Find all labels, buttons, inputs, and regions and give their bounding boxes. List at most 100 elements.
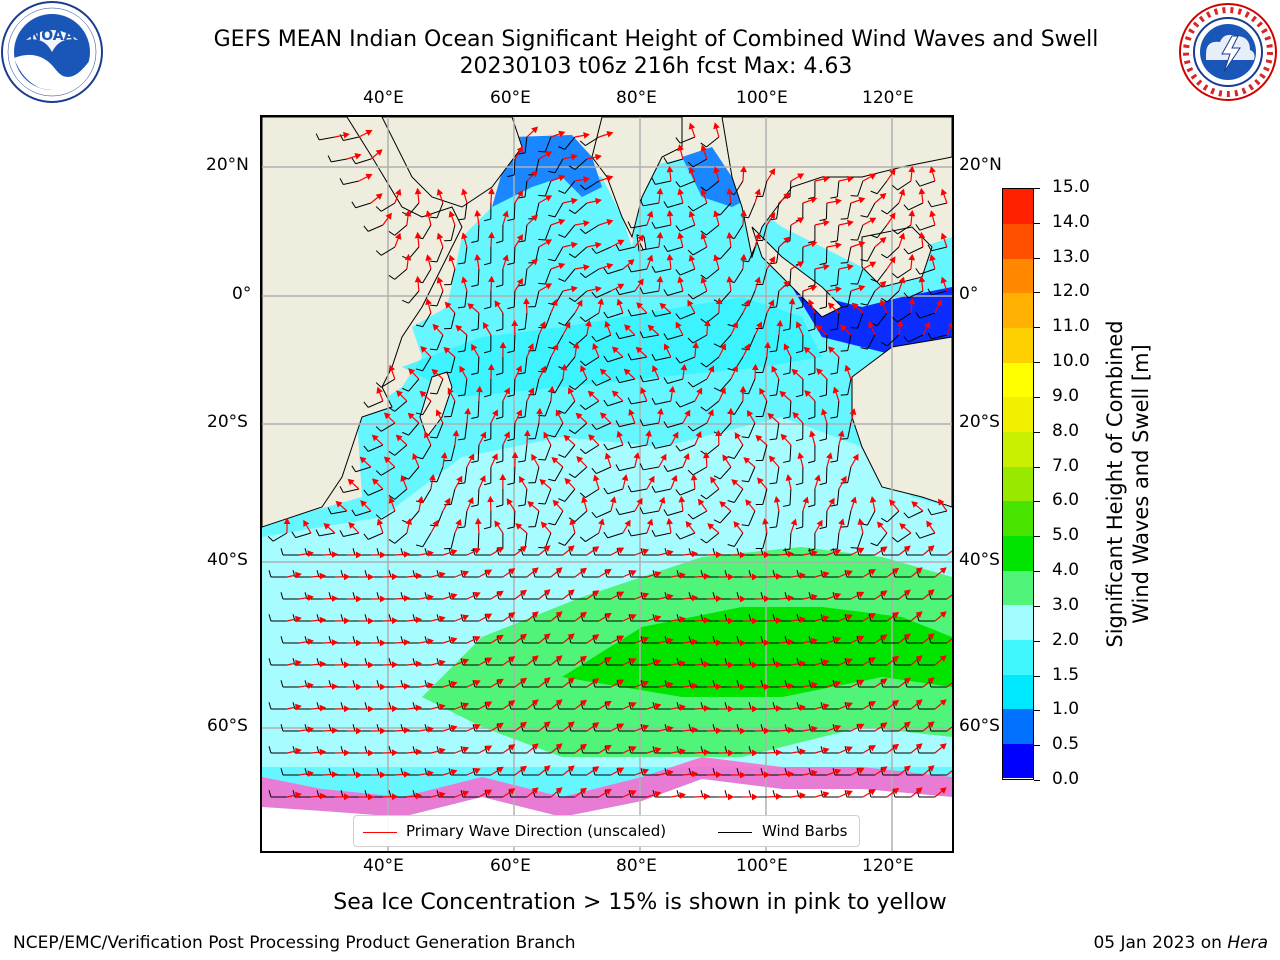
- wave-direction-arrowhead: [908, 253, 916, 261]
- wave-direction-arrowhead: [680, 363, 688, 371]
- wind-barb: [836, 444, 840, 461]
- wind-barb: [692, 378, 708, 388]
- wind-barb-flag: [579, 492, 586, 498]
- wind-barb: [886, 510, 900, 523]
- wind-barb: [692, 202, 708, 212]
- wind-barb-flag: [915, 532, 921, 539]
- wind-barb: [719, 334, 732, 348]
- wind-barb-flag: [664, 680, 668, 688]
- wind-barb-flag: [903, 248, 909, 255]
- wind-barb-flag: [507, 482, 515, 486]
- wind-barb-flag: [663, 289, 668, 296]
- wind-barb-flag: [375, 426, 382, 432]
- wave-direction-arrowhead: [531, 453, 538, 461]
- wave-direction-arrowhead: [939, 787, 947, 794]
- wind-barb: [762, 488, 768, 505]
- wind-barb-flag: [830, 416, 838, 419]
- wind-barb-flag: [508, 790, 512, 798]
- wind-barb-flag: [664, 548, 668, 556]
- wind-barb-flag: [388, 658, 392, 666]
- wind-barb-flag: [675, 445, 681, 452]
- colorbar-band: [1003, 396, 1033, 433]
- wind-barb-flag: [568, 473, 576, 479]
- wind-barb: [534, 422, 540, 439]
- wave-direction-arrowhead: [683, 452, 690, 461]
- wave-direction-arrowhead: [476, 385, 483, 393]
- wind-barb-flag: [639, 463, 644, 471]
- wind-barb: [847, 290, 852, 307]
- wave-direction-arrowhead: [915, 787, 923, 794]
- wave-direction-arrowhead: [835, 198, 842, 205]
- wind-barb: [619, 246, 636, 252]
- wind-barb-flag: [741, 304, 749, 307]
- wave-direction-arrowhead: [691, 726, 699, 734]
- wave-direction-arrowhead: [462, 614, 470, 621]
- wind-barb-flag: [592, 724, 596, 732]
- wind-barb-flag: [471, 328, 479, 332]
- wind-barb-flag: [280, 592, 284, 600]
- footer-machine: Hera: [1227, 933, 1268, 953]
- wind-barb-flag: [700, 142, 707, 148]
- wind-barb-flag: [795, 394, 803, 398]
- wind-barb: [825, 466, 828, 484]
- wind-barb-flag: [615, 244, 620, 251]
- wave-direction-arrowhead: [617, 547, 625, 554]
- wind-barb-flag: [700, 494, 707, 500]
- wave-direction-arrowhead: [754, 232, 761, 240]
- wave-direction-arrowhead: [515, 365, 522, 373]
- wind-barb-flag: [548, 478, 556, 482]
- wind-barb: [643, 202, 659, 207]
- wind-barb-flag: [675, 269, 681, 276]
- wind-barb-flag: [604, 570, 608, 578]
- wind-barb: [619, 466, 636, 472]
- wave-direction-arrowhead: [642, 548, 650, 555]
- wind-barb-flag: [495, 328, 503, 332]
- wave-direction-arrowhead: [754, 276, 761, 284]
- wind-barb: [368, 224, 384, 232]
- wave-direction-arrowhead: [788, 297, 796, 305]
- wave-direction-arrowhead: [616, 298, 624, 306]
- wave-direction-arrowhead: [379, 639, 387, 647]
- wind-barb-flag: [748, 614, 752, 622]
- wind-barb-flag: [819, 306, 827, 310]
- wind-barb-flag: [351, 157, 357, 164]
- wave-direction-arrowhead: [679, 748, 686, 755]
- wave-direction-arrowhead: [629, 702, 637, 709]
- wind-barb-flag: [675, 489, 681, 496]
- wind-barb: [343, 136, 360, 141]
- wave-direction-arrowhead: [435, 409, 442, 417]
- wind-barb-flag: [663, 333, 668, 340]
- colorbar-label: 3.0: [1052, 594, 1080, 615]
- colorbar-band: [1003, 258, 1033, 294]
- wind-barb-flag: [548, 214, 556, 218]
- wave-direction-arrowhead: [668, 385, 676, 393]
- wind-barb: [733, 224, 744, 239]
- wind-barb-flag: [340, 790, 344, 798]
- wave-direction-arrowhead: [691, 770, 699, 778]
- colorbar-label: 1.0: [1052, 699, 1080, 720]
- wave-direction-arrowhead: [461, 232, 468, 240]
- wind-barb: [679, 488, 696, 496]
- wave-direction-arrowhead: [570, 241, 578, 249]
- wind-barb: [836, 312, 840, 329]
- wave-direction-arrowhead: [485, 789, 493, 796]
- wind-barb: [762, 532, 768, 549]
- wind-barb-flag: [415, 368, 423, 372]
- wave-direction-arrowhead: [936, 299, 943, 307]
- wind-barb: [789, 400, 792, 418]
- wave-direction-arrowhead: [845, 570, 853, 577]
- wave-direction-arrowhead: [502, 254, 509, 262]
- wind-barb-flag: [579, 404, 586, 410]
- wave-direction-arrowhead: [343, 749, 351, 757]
- wind-barb: [464, 202, 468, 219]
- wind-barb-flag: [868, 614, 872, 622]
- wave-direction-arrowhead: [355, 595, 363, 603]
- wind-barb-flag: [927, 508, 932, 516]
- wind-barb-flag: [603, 443, 609, 451]
- wave-direction-arrowhead: [604, 744, 612, 752]
- wave-direction-arrowhead: [739, 683, 747, 691]
- wind-barb: [544, 532, 552, 549]
- map-panel: [260, 115, 954, 853]
- wind-barb-flag: [483, 306, 491, 310]
- wave-direction-arrowhead: [751, 705, 759, 713]
